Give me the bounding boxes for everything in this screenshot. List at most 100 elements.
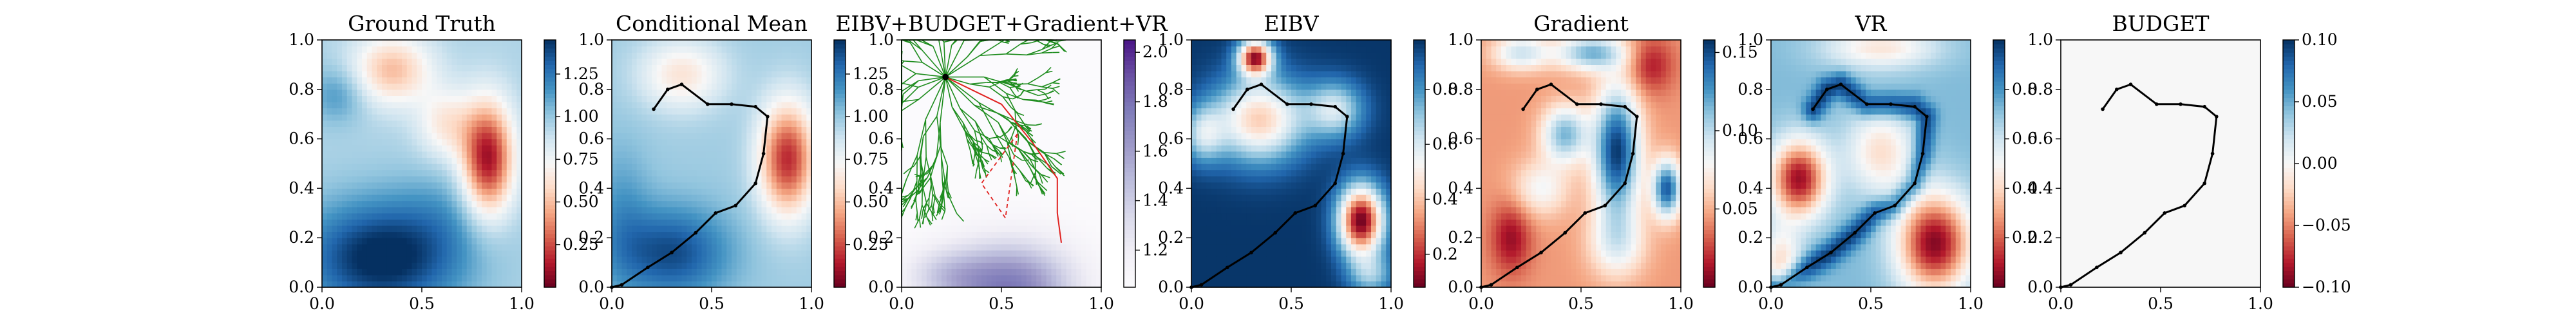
heatmap-cell [1081, 269, 1087, 276]
heatmap-cell [966, 40, 972, 47]
heatmap-cell [417, 71, 422, 78]
heatmap-cell [991, 188, 997, 195]
heatmap-cell [911, 120, 917, 127]
heatmap-cell [1011, 274, 1017, 281]
heatmap-cell [402, 157, 408, 164]
heatmap-cell [1081, 213, 1087, 220]
heatmap-cell [946, 151, 952, 158]
heatmap-cell [672, 164, 677, 171]
heatmap-cell [956, 250, 962, 257]
heatmap-cell [647, 138, 652, 146]
heatmap-cell [362, 169, 368, 176]
heatmap-cell [477, 256, 482, 263]
heatmap-cell [1021, 138, 1027, 146]
heatmap-cell [986, 120, 992, 127]
heatmap-cell [806, 89, 812, 96]
heatmap-cell [516, 46, 522, 53]
heatmap-cell [696, 157, 703, 164]
heatmap-cell [976, 64, 982, 71]
heatmap-cell [337, 71, 343, 78]
heatmap-cell [621, 64, 627, 71]
heatmap-cell [752, 114, 757, 121]
heatmap-cell [342, 225, 348, 232]
heatmap-cell [902, 176, 907, 183]
heatmap-cell [422, 169, 428, 176]
heatmap-cell [621, 52, 627, 59]
heatmap-cell [382, 151, 388, 158]
heatmap-cell [791, 95, 797, 102]
heatmap-cell [1086, 89, 1092, 96]
heatmap-cell [692, 40, 697, 47]
heatmap-cell [936, 256, 942, 263]
heatmap-cell [466, 151, 473, 158]
heatmap-cell [726, 71, 732, 78]
heatmap-cell [346, 52, 353, 59]
heatmap-cell [392, 219, 397, 226]
heatmap-cell [386, 256, 393, 263]
heatmap-cell [516, 83, 522, 90]
heatmap-cell [412, 58, 417, 65]
heatmap-cell [1011, 225, 1017, 232]
heatmap-cell [477, 262, 482, 269]
heatmap-cell [437, 102, 442, 109]
heatmap-cell [741, 138, 747, 146]
heatmap-cell [936, 114, 942, 121]
heatmap-cell [1031, 95, 1037, 102]
heatmap-cell [1066, 219, 1072, 226]
heatmap-cell [457, 225, 462, 232]
heatmap-cell [667, 238, 672, 245]
heatmap-cell [1036, 108, 1042, 115]
heatmap-cell [1041, 213, 1047, 220]
heatmap-cell [422, 89, 428, 96]
heatmap-cell [1036, 64, 1042, 71]
heatmap-cell [1061, 176, 1067, 183]
heatmap-cell [926, 83, 933, 90]
heatmap-cell [756, 83, 762, 90]
heatmap-cell [506, 120, 513, 127]
heatmap-cell [911, 164, 917, 171]
heatmap-cell [377, 164, 383, 171]
heatmap-cell [1071, 225, 1077, 232]
heatmap-cell [692, 151, 697, 158]
heatmap-cell [502, 213, 507, 220]
heatmap-cell [1001, 89, 1007, 96]
heatmap-cell [506, 219, 513, 226]
heatmap-cell [636, 250, 643, 257]
heatmap-cell [991, 114, 997, 121]
heatmap-cell [1046, 225, 1052, 232]
heatmap-cell [352, 176, 357, 183]
heatmap-cell [801, 95, 807, 102]
heatmap-cell [791, 138, 797, 146]
heatmap-cell [352, 89, 357, 96]
heatmap-cell [761, 89, 767, 96]
heatmap-cell [726, 176, 732, 183]
heatmap-cell [721, 194, 727, 202]
heatmap-cell [791, 83, 797, 90]
heatmap-cell [661, 145, 667, 152]
heatmap-cell [1011, 219, 1017, 226]
heatmap-cell [916, 108, 922, 115]
heatmap-cell [1066, 194, 1072, 202]
heatmap-cell [491, 243, 497, 251]
heatmap-cell [981, 151, 987, 158]
heatmap-cell [976, 250, 982, 257]
heatmap-cell [377, 256, 383, 263]
heatmap-cell [342, 126, 348, 133]
heatmap-cell [362, 89, 368, 96]
heatmap-cell [431, 64, 437, 71]
heatmap-cell [1066, 256, 1072, 263]
heatmap-cell [736, 250, 743, 257]
heatmap-cell [736, 243, 743, 251]
heatmap-cell [1001, 108, 1007, 115]
heatmap-cell [966, 108, 972, 115]
heatmap-cell [446, 243, 453, 251]
heatmap-cell [366, 250, 373, 257]
heatmap-cell [776, 102, 782, 109]
heatmap-cell [796, 52, 802, 59]
heatmap-cell [736, 138, 743, 146]
heatmap-cell [936, 207, 942, 214]
heatmap-cell [502, 243, 507, 251]
colorbar-segment [544, 106, 556, 111]
heatmap-cell [632, 182, 638, 189]
heatmap-cell [1036, 151, 1042, 158]
